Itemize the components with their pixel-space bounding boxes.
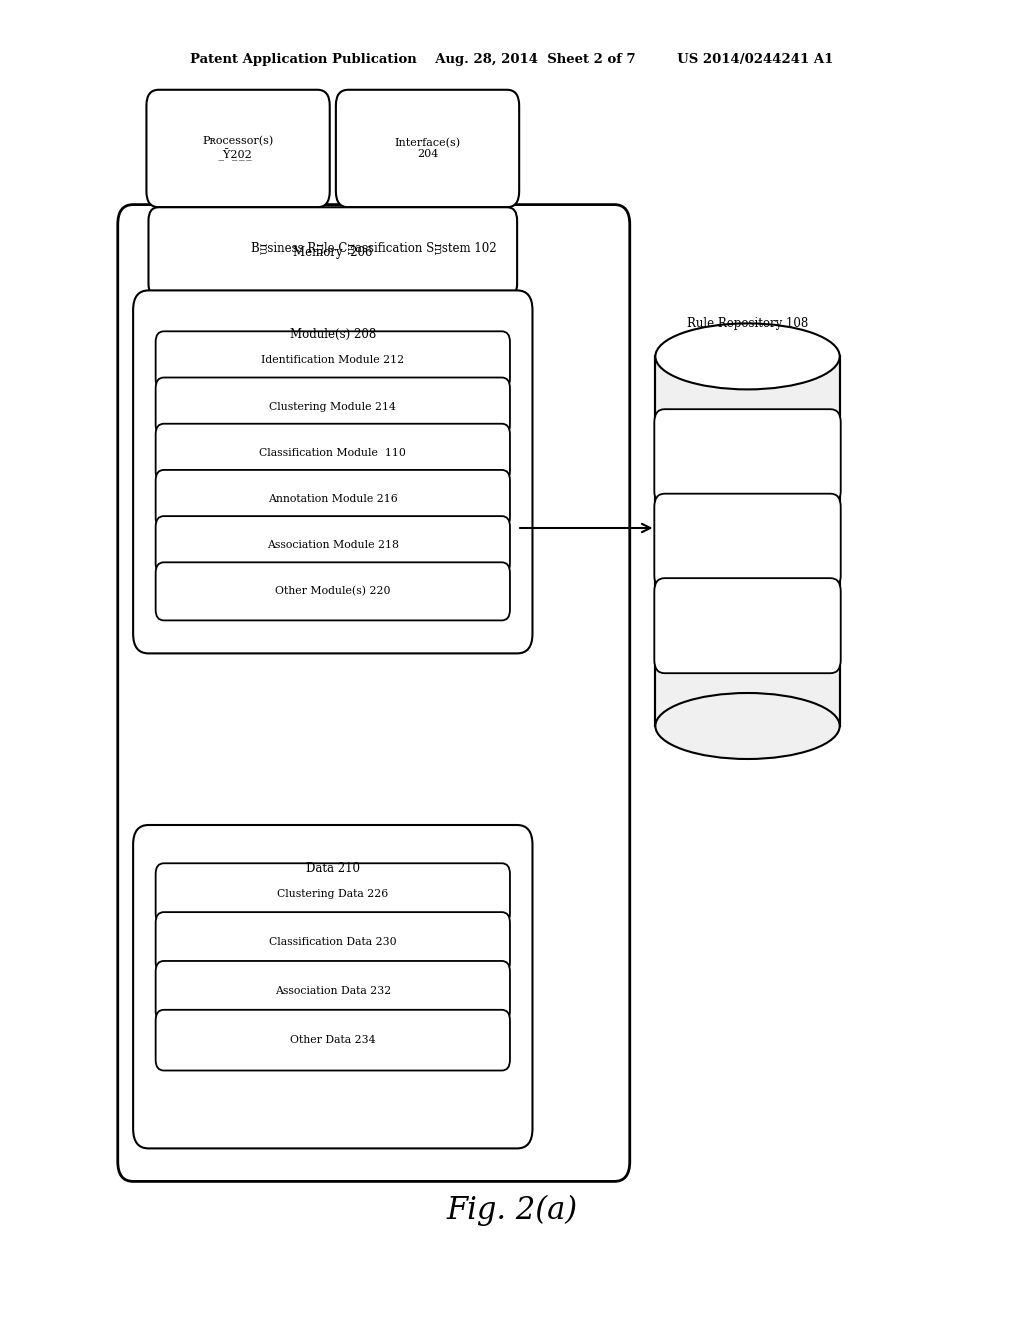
- FancyBboxPatch shape: [654, 578, 841, 673]
- Text: Data 210: Data 210: [306, 862, 359, 875]
- FancyBboxPatch shape: [654, 409, 841, 504]
- Text: Other Module(s) 220: Other Module(s) 220: [275, 586, 390, 597]
- Ellipse shape: [655, 323, 840, 389]
- FancyBboxPatch shape: [156, 912, 510, 973]
- Text: Annotation Module 216: Annotation Module 216: [268, 494, 397, 504]
- FancyBboxPatch shape: [118, 205, 630, 1181]
- FancyBboxPatch shape: [156, 516, 510, 574]
- Text: Rule Intents
222: Rule Intents 222: [715, 447, 780, 466]
- FancyBboxPatch shape: [146, 90, 330, 207]
- FancyBboxPatch shape: [156, 863, 510, 924]
- Text: Clustering Data 226: Clustering Data 226: [278, 888, 388, 899]
- FancyBboxPatch shape: [133, 290, 532, 653]
- FancyBboxPatch shape: [156, 961, 510, 1022]
- Text: Fig. 2(a): Fig. 2(a): [446, 1195, 578, 1226]
- FancyBboxPatch shape: [156, 378, 510, 436]
- Text: Rule Intent
Patterns  224: Rule Intent Patterns 224: [713, 532, 782, 550]
- Text: Memory  206: Memory 206: [293, 246, 373, 259]
- Text: Identification Module 212: Identification Module 212: [261, 355, 404, 366]
- FancyBboxPatch shape: [156, 1010, 510, 1071]
- FancyBboxPatch shape: [655, 356, 840, 726]
- Ellipse shape: [655, 693, 840, 759]
- Text: Rule Types  228: Rule Types 228: [706, 622, 790, 630]
- Text: Association Module 218: Association Module 218: [267, 540, 398, 550]
- FancyBboxPatch shape: [156, 562, 510, 620]
- Text: Other Data 234: Other Data 234: [290, 1035, 376, 1045]
- FancyBboxPatch shape: [156, 424, 510, 482]
- Text: Association Data 232: Association Data 232: [274, 986, 391, 997]
- FancyBboxPatch shape: [156, 470, 510, 528]
- Text: Patent Application Publication    Aug. 28, 2014  Sheet 2 of 7         US 2014/02: Patent Application Publication Aug. 28, …: [190, 53, 834, 66]
- Text: Interface(s)
204: Interface(s) 204: [394, 137, 461, 160]
- Text: Module(s) 208: Module(s) 208: [290, 327, 376, 341]
- Text: Clustering Module 214: Clustering Module 214: [269, 401, 396, 412]
- FancyBboxPatch shape: [336, 90, 519, 207]
- Text: Bᴟsiness Rᴟle Cᴟassification Sᴟstem 102: Bᴟsiness Rᴟle Cᴟassification Sᴟstem 102: [251, 242, 497, 255]
- FancyBboxPatch shape: [148, 207, 517, 297]
- Text: Rule Repository 108: Rule Repository 108: [687, 317, 808, 330]
- FancyBboxPatch shape: [654, 494, 841, 589]
- Text: Classification Data 230: Classification Data 230: [269, 937, 396, 948]
- FancyBboxPatch shape: [133, 825, 532, 1148]
- Text: Pʀocessor(s)
̲Ȳ2̲0̲2̲: Pʀocessor(s) ̲Ȳ2̲0̲2̲: [203, 136, 273, 161]
- Text: Classification Module  110: Classification Module 110: [259, 447, 407, 458]
- FancyBboxPatch shape: [156, 331, 510, 389]
